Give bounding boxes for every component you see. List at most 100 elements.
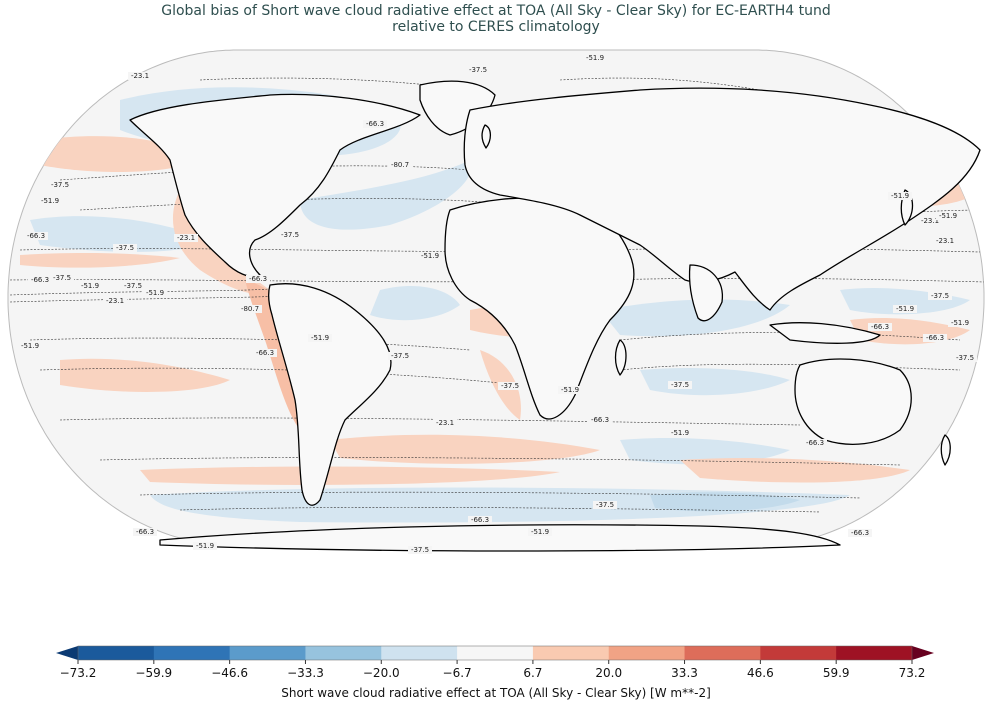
contour-label-bg [923, 334, 947, 342]
contour-label: -66.3 [366, 120, 384, 128]
contour-label-bg [498, 382, 522, 390]
contour-label: -37.5 [931, 292, 949, 300]
contour-label-bg [468, 516, 492, 524]
contour-label-bg [18, 342, 42, 350]
contour-label-bg [38, 197, 62, 205]
contour-labels: -23.1 -37.5 -51.9 -66.3 -80.7 -37.5 -51.9 -66.3… [18, 54, 977, 554]
contour-label-bg [128, 72, 152, 80]
contour-label-bg [933, 237, 957, 245]
colorbar-segment [305, 646, 382, 660]
contour-label: -51.9 [421, 252, 439, 260]
colorbar-border [77, 645, 913, 661]
contour-label: -66.3 [249, 275, 267, 283]
contour-label: -37.5 [116, 244, 134, 252]
contour-label: -51.9 [896, 305, 914, 313]
south-america-land [268, 283, 392, 506]
contour-line [179, 507, 821, 513]
contour-label: -66.3 [591, 416, 609, 424]
eurasia-land [463, 87, 981, 311]
contour-label-bg [253, 349, 277, 357]
madagascar-land [614, 339, 627, 376]
bias-red-region [140, 466, 560, 485]
contour-label-bg [24, 232, 48, 240]
contour-label: -51.9 [561, 386, 579, 394]
contour-line [99, 457, 901, 466]
bias-red-region [20, 253, 180, 268]
bias-blue-region [600, 299, 790, 337]
contour-line [29, 337, 471, 351]
contour-label: -37.5 [281, 231, 299, 239]
bias-red-region [60, 358, 230, 392]
contour-label-bg [408, 546, 432, 554]
contour-label: -80.7 [241, 305, 259, 313]
contour-line [619, 363, 961, 371]
contour-label-bg [918, 217, 942, 225]
contour-label-bg [588, 416, 612, 424]
contour-label: -37.5 [391, 352, 409, 360]
contour-label-bg [936, 212, 960, 220]
contour-label: -80.7 [391, 161, 409, 169]
contour-label-bg [388, 161, 412, 169]
contour-label-bg [583, 54, 607, 62]
colorbar-segment [457, 646, 534, 660]
coastlines [129, 80, 981, 552]
contour-label-bg [48, 181, 72, 189]
colorbar-segment [532, 646, 610, 660]
colorbar-tick-label: 73.2 [899, 666, 926, 680]
colorbar-segment [229, 646, 306, 660]
contour-label: -66.3 [806, 439, 824, 447]
contour-label: -37.5 [51, 181, 69, 189]
contour-line [59, 417, 801, 426]
contour-label: -37.5 [124, 282, 142, 290]
contour-label: -51.9 [531, 528, 549, 536]
contour-label: -51.9 [41, 197, 59, 205]
contour-label-bg [418, 252, 442, 260]
contour-label: -23.1 [131, 72, 149, 80]
north-america-land [129, 93, 421, 278]
contour-label-bg [28, 276, 52, 284]
map-title-line2: relative to CERES climatology [392, 19, 600, 35]
contour-label: -51.9 [891, 192, 909, 200]
map-title-line1: Global bias of Short wave cloud radiativ… [161, 3, 831, 19]
contour-label: -37.5 [671, 381, 689, 389]
contour-label-bg [246, 275, 270, 283]
contour-label-bg [848, 529, 872, 537]
new-zealand-land [940, 434, 951, 466]
contour-line [559, 77, 761, 91]
contour-label: -37.5 [501, 382, 519, 390]
contour-label: -51.9 [81, 282, 99, 290]
colorbar-ticks: −73.2 −59.9 −46.6 −33.3 −20.0 −6.7 6.7 20.0 33.3… [60, 660, 926, 680]
contour-label-bg [121, 282, 145, 290]
contour-label: -37.5 [469, 66, 487, 74]
colorbar-segment [684, 646, 761, 660]
colorbar-tick-label: −20.0 [363, 666, 400, 680]
contour-label: -66.3 [27, 232, 45, 240]
contour-line [9, 287, 281, 296]
contour-label-bg [953, 354, 977, 362]
contour-label: -51.9 [951, 319, 969, 327]
colorbar-segments [56, 645, 934, 661]
colorbar-segment [381, 646, 458, 660]
contour-label: -66.3 [31, 276, 49, 284]
indonesia-land [769, 322, 881, 344]
colorbar-over-triangle [912, 646, 934, 660]
contour-label-bg [103, 297, 127, 305]
contour-line [59, 165, 471, 181]
colorbar-tick-label: −33.3 [287, 666, 324, 680]
contour-label: -37.5 [411, 546, 429, 554]
colorbar-tick-label: 46.6 [747, 666, 774, 680]
contour-label: -23.1 [177, 234, 195, 242]
contour-label-bg [174, 234, 198, 242]
contour-label-bg [668, 429, 692, 437]
colorbar-tick-label: −6.7 [443, 666, 472, 680]
bias-blue-region [30, 216, 210, 252]
colorbar-segment [608, 646, 686, 660]
contour-label-bg [593, 501, 617, 509]
contour-label-bg [388, 352, 412, 360]
contour-label-bg [888, 192, 912, 200]
australia-land [794, 358, 912, 445]
contour-label-bg [308, 334, 332, 342]
contour-label: -66.3 [926, 334, 944, 342]
contour-line [619, 332, 961, 341]
contour-label-bg [893, 305, 917, 313]
